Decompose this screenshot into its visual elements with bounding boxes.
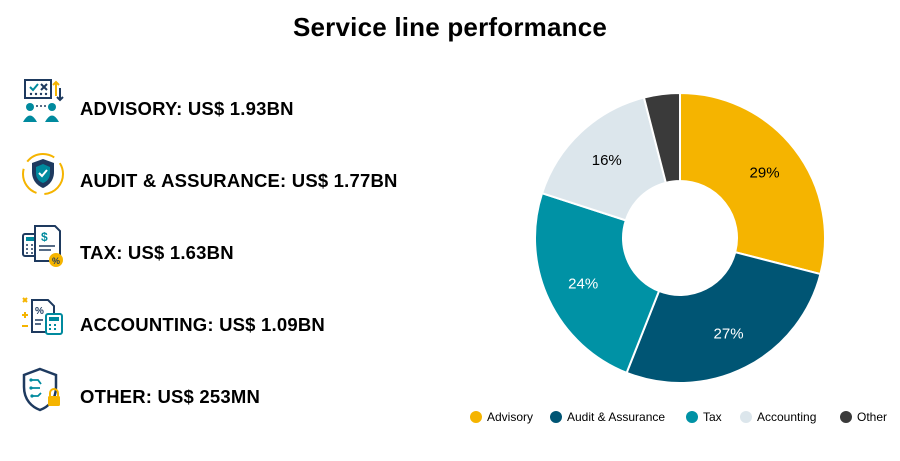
svg-text:%: % — [35, 306, 44, 317]
donut-slice-tax — [534, 191, 661, 375]
legend-swatch — [740, 411, 752, 423]
service-line-tax: $ % TAX: US$ 1.63BN — [20, 222, 440, 282]
donut-data-label-tax: 24% — [568, 276, 598, 293]
donut-data-label-accounting: 16% — [592, 152, 622, 169]
svg-text:$: $ — [41, 230, 48, 244]
service-line-label: ADVISORY: US$ 1.93BN — [80, 98, 294, 119]
donut-slice-audit-assurance — [625, 250, 822, 384]
service-line-label: TAX: US$ 1.63BN — [80, 242, 234, 263]
legend-label: Other — [857, 410, 888, 424]
service-line-donut-chart: 29% 27% 24% 16% — [534, 91, 826, 384]
legend-label: Advisory — [487, 410, 534, 424]
service-line-label: AUDIT & ASSURANCE: US$ 1.77BN — [80, 170, 398, 191]
chart-legend: Advisory Audit & Assurance Tax Accountin… — [470, 409, 900, 429]
donut-data-label-audit-assurance: 27% — [714, 325, 744, 342]
donut-slice-other — [642, 91, 681, 185]
donut-data-label-advisory: 29% — [750, 164, 780, 181]
legend-swatch — [550, 411, 562, 423]
donut-slice-accounting — [540, 96, 668, 222]
accounting-calculator-icon: % — [22, 297, 63, 335]
legend-swatch — [686, 411, 698, 423]
legend-swatch — [840, 411, 852, 423]
service-line-advisory: ADVISORY: US$ 1.93BN — [20, 78, 440, 138]
donut-slice-advisory — [679, 91, 826, 276]
service-line-other: OTHER: US$ 253MN — [20, 366, 440, 426]
legend-label: Accounting — [757, 410, 817, 424]
service-line-audit: AUDIT & ASSURANCE: US$ 1.77BN — [20, 150, 440, 210]
page-title: Service line performance — [292, 12, 608, 42]
legend-label: Audit & Assurance — [567, 410, 666, 424]
tax-document-icon: $ % — [22, 225, 63, 267]
audit-shield-icon — [22, 153, 64, 195]
legend-label: Tax — [703, 410, 722, 424]
service-line-accounting: % ACCOUNTING: US$ 1.09BN — [20, 294, 440, 354]
cyber-shield-lock-icon — [22, 367, 60, 412]
legend-swatch — [470, 411, 482, 423]
service-line-label: ACCOUNTING: US$ 1.09BN — [80, 314, 325, 335]
service-line-label: OTHER: US$ 253MN — [80, 386, 261, 407]
svg-text:%: % — [52, 256, 60, 266]
advisory-icon — [23, 79, 64, 122]
